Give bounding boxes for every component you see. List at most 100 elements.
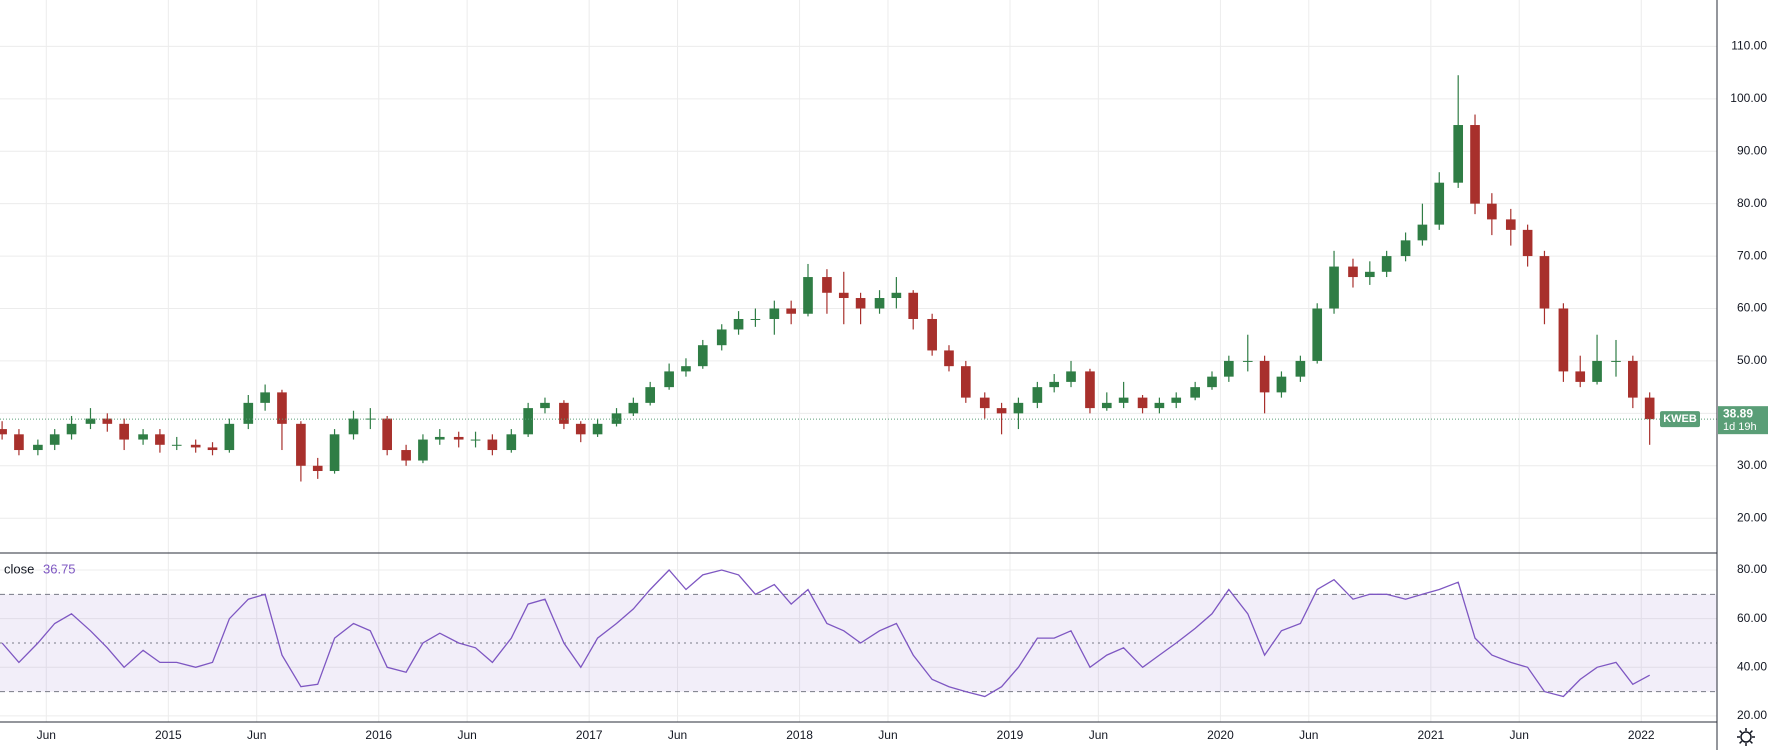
candle-body [855, 298, 866, 309]
candle-body [66, 423, 77, 435]
x-tick-label: 2015 [155, 728, 182, 742]
x-tick-label: Jun [878, 728, 897, 742]
last-price-label: 38.89 [1723, 406, 1753, 420]
candle-body [1400, 240, 1411, 257]
candle-body [329, 434, 340, 472]
candle-body [1381, 256, 1392, 272]
candle-body [786, 308, 796, 314]
candle-body [312, 465, 323, 472]
x-tick-label: Jun [247, 728, 266, 742]
candle-body [365, 418, 376, 420]
candle-body [1295, 360, 1306, 377]
bar-countdown: 1d 19h [1723, 421, 1757, 433]
candle-body [944, 350, 954, 367]
y-tick-label: 20.00 [1737, 510, 1767, 524]
candle-body [1032, 387, 1043, 403]
candle-body [575, 423, 586, 435]
candle-body [207, 447, 218, 451]
y-tick-label: 60.00 [1737, 301, 1767, 315]
candle-body [1137, 397, 1148, 409]
y-tick-label: 80.00 [1737, 196, 1767, 210]
candle-body [979, 397, 990, 409]
settings-icon[interactable] [1737, 728, 1755, 746]
x-tick-label: 2016 [365, 728, 392, 742]
candle-body [119, 423, 129, 440]
indicator-line [1, 569, 1651, 698]
candle-body [1364, 271, 1375, 278]
candle-body [1522, 229, 1533, 257]
candle-body [102, 418, 113, 424]
candle-body [874, 298, 885, 309]
x-tick-label: Jun [1089, 728, 1108, 742]
y-tick-label: 20.00 [1737, 708, 1767, 722]
candle-body [382, 418, 392, 451]
y-tick-label: 60.00 [1737, 611, 1767, 625]
candle-body [1190, 387, 1200, 398]
candle-body [891, 292, 902, 299]
candle-body [1154, 402, 1165, 409]
candle-body [1224, 360, 1234, 377]
candle-body [1013, 402, 1024, 414]
y-tick-label: 70.00 [1737, 248, 1767, 262]
candle-body [1312, 308, 1323, 361]
symbol-label: KWEB [1663, 413, 1697, 425]
x-tick-label: Jun [457, 728, 476, 742]
candle-body [822, 277, 832, 293]
candle-body [769, 308, 780, 319]
candle-body [716, 329, 727, 346]
y-tick-label: 80.00 [1737, 562, 1767, 576]
x-tick-label: 2018 [786, 728, 813, 742]
candle-body [611, 413, 622, 424]
candle-body [645, 387, 656, 403]
candle-body [1487, 203, 1497, 220]
candle-body [592, 423, 603, 435]
candle-body [348, 418, 359, 435]
candle-body [1329, 266, 1339, 309]
candle-body [1101, 402, 1112, 409]
candle-body [1085, 371, 1095, 409]
candle-body [260, 392, 270, 403]
candle-body [750, 318, 761, 320]
y-tick-label: 90.00 [1737, 143, 1767, 157]
candle-body [434, 436, 445, 440]
candle-body [1575, 371, 1586, 382]
candle-body [0, 429, 7, 435]
candle-body [418, 439, 428, 461]
candle-body [401, 450, 411, 461]
candle-body [908, 292, 919, 319]
x-tick-label: Jun [668, 728, 687, 742]
candle-body [1434, 182, 1445, 225]
candle-body [1539, 256, 1550, 309]
candle-body [33, 444, 43, 451]
candle-body [190, 444, 201, 448]
candle-body [470, 439, 481, 441]
settings-icon-ring [1740, 731, 1752, 743]
x-tick-label: Jun [37, 728, 56, 742]
candle-body [296, 423, 306, 466]
candle-body [1207, 376, 1217, 388]
candle-body [540, 402, 550, 409]
candle-body [927, 318, 937, 351]
settings-icon-teeth [1737, 728, 1755, 746]
plot-area [0, 75, 1717, 698]
y-tick-label: 100.00 [1730, 91, 1767, 105]
grid [0, 0, 1717, 722]
candle-body [1348, 266, 1358, 278]
x-tick-label: 2021 [1417, 728, 1444, 742]
candle-body [1644, 397, 1655, 420]
candle-body [243, 402, 254, 424]
candle-body [224, 423, 235, 451]
candle-body [506, 434, 517, 451]
candle-body [559, 402, 569, 424]
last-price-box [1718, 406, 1768, 435]
symbol-box [1660, 411, 1700, 428]
candle-body [85, 418, 96, 424]
indicator-label: close [4, 561, 34, 576]
candle-body [49, 434, 60, 445]
indicator-value: 36.75 [43, 561, 76, 576]
candle-body [628, 402, 639, 414]
candle-body [996, 408, 1007, 414]
candle-body [171, 444, 182, 446]
